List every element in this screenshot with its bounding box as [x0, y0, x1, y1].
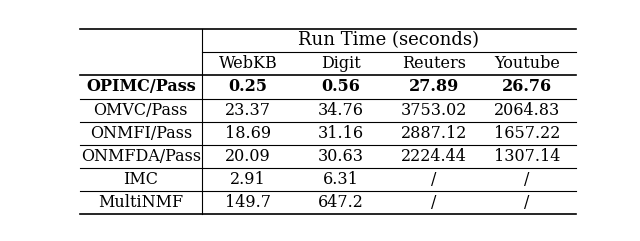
Text: 2064.83: 2064.83 — [494, 102, 560, 119]
Text: 20.09: 20.09 — [225, 148, 271, 165]
Text: IMC: IMC — [124, 171, 158, 188]
Text: ONMFDA/Pass: ONMFDA/Pass — [81, 148, 201, 165]
Text: 2224.44: 2224.44 — [401, 148, 467, 165]
Text: /: / — [524, 194, 530, 211]
Text: WebKB: WebKB — [219, 55, 277, 72]
Text: Reuters: Reuters — [402, 55, 466, 72]
Text: OMVC/Pass: OMVC/Pass — [93, 102, 188, 119]
Text: 149.7: 149.7 — [225, 194, 271, 211]
Text: 18.69: 18.69 — [225, 125, 271, 142]
Text: OPIMC/Pass: OPIMC/Pass — [86, 78, 196, 95]
Text: 6.31: 6.31 — [323, 171, 359, 188]
Text: /: / — [524, 171, 530, 188]
Text: ONMFI/Pass: ONMFI/Pass — [90, 125, 192, 142]
Text: Youtube: Youtube — [494, 55, 560, 72]
Text: 647.2: 647.2 — [318, 194, 364, 211]
Text: 31.16: 31.16 — [318, 125, 364, 142]
Text: MultiNMF: MultiNMF — [98, 194, 183, 211]
Text: 34.76: 34.76 — [318, 102, 364, 119]
Text: 1657.22: 1657.22 — [494, 125, 560, 142]
Text: 26.76: 26.76 — [502, 78, 552, 95]
Text: 0.25: 0.25 — [228, 78, 268, 95]
Text: /: / — [431, 171, 436, 188]
Text: 27.89: 27.89 — [409, 78, 459, 95]
Text: Digit: Digit — [321, 55, 361, 72]
Text: /: / — [431, 194, 436, 211]
Text: 0.56: 0.56 — [321, 78, 360, 95]
Text: 3753.02: 3753.02 — [401, 102, 467, 119]
Text: 1307.14: 1307.14 — [494, 148, 560, 165]
Text: 2887.12: 2887.12 — [401, 125, 467, 142]
Text: Run Time (seconds): Run Time (seconds) — [298, 32, 479, 49]
Text: 2.91: 2.91 — [230, 171, 266, 188]
Text: 30.63: 30.63 — [318, 148, 364, 165]
Text: 23.37: 23.37 — [225, 102, 271, 119]
